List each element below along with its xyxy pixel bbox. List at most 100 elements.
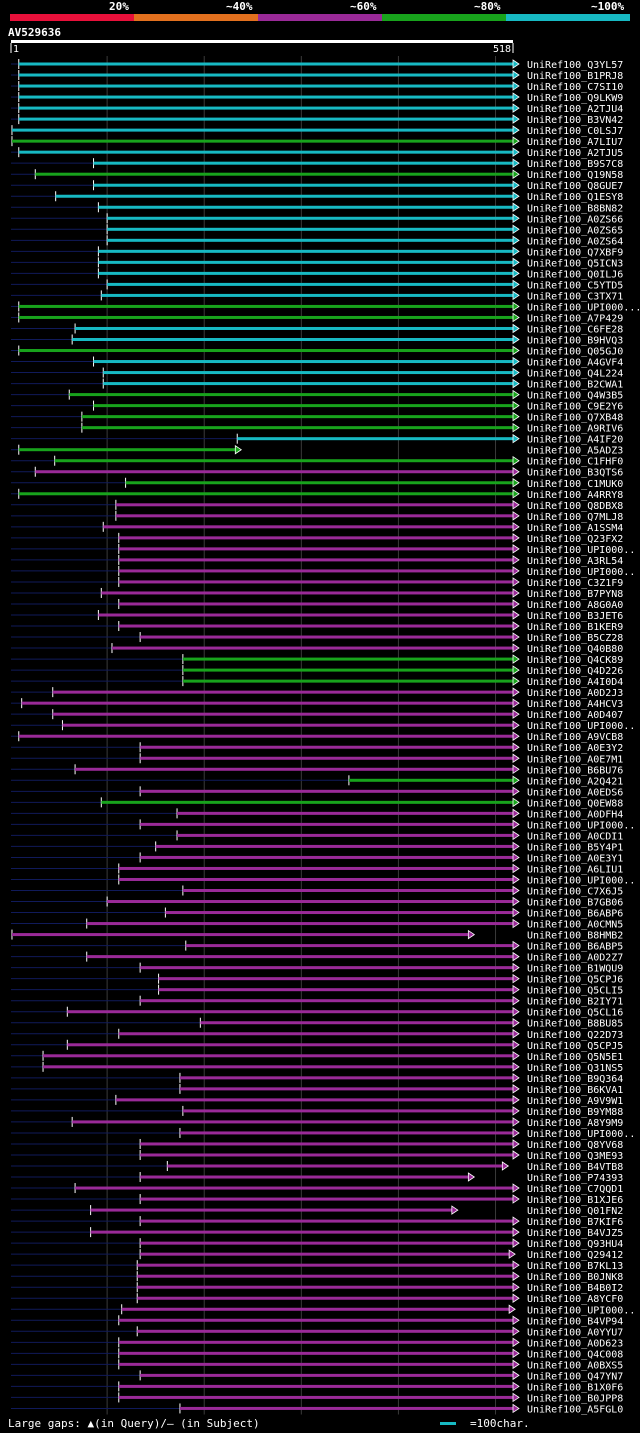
- hit-label[interactable]: UniRef100_B4B0I2: [527, 1283, 623, 1294]
- hit-label[interactable]: UniRef100_Q5CPJ6: [527, 975, 623, 986]
- hit-bar[interactable]: [98, 205, 513, 209]
- hit-bar[interactable]: [11, 139, 514, 143]
- hit-bar[interactable]: [182, 1109, 513, 1113]
- hit-bar[interactable]: [103, 382, 513, 386]
- hit-label[interactable]: UniRef100_A0E7M1: [527, 754, 623, 765]
- hit-bar[interactable]: [86, 922, 514, 926]
- hit-bar[interactable]: [140, 635, 513, 639]
- hit-bar[interactable]: [18, 734, 514, 738]
- hit-bar[interactable]: [182, 668, 513, 672]
- hit-label[interactable]: UniRef100_B6KVA1: [527, 1085, 623, 1096]
- hit-bar[interactable]: [107, 227, 514, 231]
- hit-bar[interactable]: [140, 745, 513, 749]
- hit-label[interactable]: UniRef100_C1FHF0: [527, 457, 623, 468]
- hit-label[interactable]: UniRef100_B7PYN8: [527, 589, 623, 600]
- hit-label[interactable]: UniRef100_B8BN82: [527, 203, 623, 214]
- hit-bar[interactable]: [118, 1318, 514, 1322]
- hit-label[interactable]: UniRef100_A8G0A0: [527, 600, 623, 611]
- hit-bar[interactable]: [93, 360, 514, 364]
- hit-label[interactable]: UniRef100_UPI000..: [527, 545, 635, 556]
- hit-bar[interactable]: [75, 326, 513, 330]
- hit-label[interactable]: UniRef100_A2TJU4: [527, 104, 623, 115]
- hit-bar[interactable]: [98, 613, 513, 617]
- hit-label[interactable]: UniRef100_B2CWA1: [527, 380, 623, 391]
- hit-label[interactable]: UniRef100_A9VCB8: [527, 732, 623, 743]
- hit-label[interactable]: UniRef100_A2Q421: [527, 776, 623, 787]
- hit-bar[interactable]: [72, 338, 513, 341]
- hit-bar[interactable]: [81, 415, 513, 419]
- hit-bar[interactable]: [118, 569, 514, 573]
- hit-bar[interactable]: [179, 1087, 513, 1091]
- hit-bar[interactable]: [90, 1230, 514, 1234]
- hit-bar[interactable]: [140, 1219, 513, 1223]
- hit-label[interactable]: UniRef100_A0ZS66: [527, 214, 623, 225]
- hit-label[interactable]: UniRef100_C0LSJ7: [527, 126, 623, 137]
- hit-label[interactable]: UniRef100_Q5CPJ5: [527, 1041, 623, 1052]
- hit-label[interactable]: UniRef100_B7KIF6: [527, 1217, 623, 1228]
- hit-bar[interactable]: [179, 1131, 513, 1135]
- hit-bar[interactable]: [18, 95, 514, 99]
- hit-bar[interactable]: [182, 679, 513, 683]
- hit-bar[interactable]: [118, 1395, 514, 1399]
- hit-bar[interactable]: [200, 1021, 514, 1025]
- hit-label[interactable]: UniRef100_A9V9W1: [527, 1096, 623, 1107]
- hit-bar[interactable]: [107, 216, 514, 220]
- hit-bar[interactable]: [115, 1098, 513, 1102]
- hit-label[interactable]: UniRef100_UPI000...: [527, 302, 640, 313]
- hit-bar[interactable]: [140, 1142, 513, 1146]
- hit-label[interactable]: UniRef100_B6ABP6: [527, 909, 623, 920]
- hit-label[interactable]: UniRef100_B6ABP5: [527, 942, 623, 953]
- hit-bar[interactable]: [21, 701, 514, 705]
- hit-label[interactable]: UniRef100_A1SSM4: [527, 523, 623, 534]
- hit-label[interactable]: UniRef100_Q5ICN3: [527, 258, 623, 269]
- hit-label[interactable]: UniRef100_A7LIU7: [527, 137, 623, 148]
- hit-label[interactable]: UniRef100_B2IY71: [527, 997, 623, 1008]
- hit-bar[interactable]: [18, 448, 236, 452]
- hit-label[interactable]: UniRef100_Q29412: [527, 1250, 623, 1261]
- hit-bar[interactable]: [52, 690, 514, 694]
- hit-label[interactable]: UniRef100_A4IF20: [527, 435, 623, 446]
- hit-bar[interactable]: [93, 404, 514, 408]
- hit-label[interactable]: UniRef100_B5Y4P1: [527, 842, 623, 853]
- hit-bar[interactable]: [115, 514, 513, 518]
- hit-bar[interactable]: [18, 117, 514, 121]
- hit-bar[interactable]: [140, 1252, 510, 1256]
- hit-bar[interactable]: [118, 624, 514, 628]
- hit-bar[interactable]: [101, 591, 513, 595]
- hit-label[interactable]: UniRef100_B9HVQ3: [527, 336, 623, 347]
- hit-bar[interactable]: [35, 470, 514, 474]
- hit-bar[interactable]: [118, 1340, 514, 1344]
- hit-label[interactable]: UniRef100_B5CZ28: [527, 633, 623, 644]
- hit-label[interactable]: UniRef100_UPI000..: [527, 567, 635, 578]
- hit-bar[interactable]: [140, 1153, 513, 1157]
- hit-bar[interactable]: [118, 1384, 514, 1388]
- hit-bar[interactable]: [179, 1076, 513, 1080]
- hit-label[interactable]: UniRef100_Q7XB48: [527, 413, 623, 424]
- hit-label[interactable]: UniRef100_UPI000..: [527, 721, 635, 732]
- hit-bar[interactable]: [140, 966, 513, 970]
- hit-label[interactable]: UniRef100_B8HMB2: [527, 931, 623, 942]
- hit-bar[interactable]: [185, 944, 513, 948]
- hit-label[interactable]: UniRef100_UPI000..: [527, 875, 635, 886]
- hit-label[interactable]: UniRef100_B7KL13: [527, 1261, 623, 1272]
- hit-label[interactable]: UniRef100_C3TX71: [527, 291, 623, 302]
- hit-label[interactable]: UniRef100_Q4W3B5: [527, 391, 623, 402]
- hit-bar[interactable]: [182, 657, 513, 661]
- hit-label[interactable]: UniRef100_A0CDI1: [527, 831, 623, 842]
- hit-bar[interactable]: [140, 1373, 513, 1377]
- hit-label[interactable]: UniRef100_Q3ME93: [527, 1151, 623, 1162]
- hit-bar[interactable]: [93, 161, 514, 165]
- hit-label[interactable]: UniRef100_Q4CK89: [527, 655, 623, 666]
- hit-label[interactable]: UniRef100_Q22D73: [527, 1030, 623, 1041]
- hit-bar[interactable]: [140, 1197, 513, 1201]
- hit-bar[interactable]: [98, 249, 513, 253]
- hit-bar[interactable]: [72, 1120, 513, 1124]
- hit-label[interactable]: UniRef100_Q8YV68: [527, 1140, 623, 1151]
- hit-bar[interactable]: [158, 988, 513, 992]
- hit-label[interactable]: UniRef100_A0YYU7: [527, 1327, 623, 1338]
- hit-label[interactable]: UniRef100_A0EDS6: [527, 787, 623, 798]
- hit-label[interactable]: UniRef100_P74393: [527, 1173, 623, 1184]
- hit-bar[interactable]: [101, 293, 513, 297]
- hit-bar[interactable]: [118, 866, 514, 870]
- hit-label[interactable]: UniRef100_A9RIV6: [527, 424, 623, 435]
